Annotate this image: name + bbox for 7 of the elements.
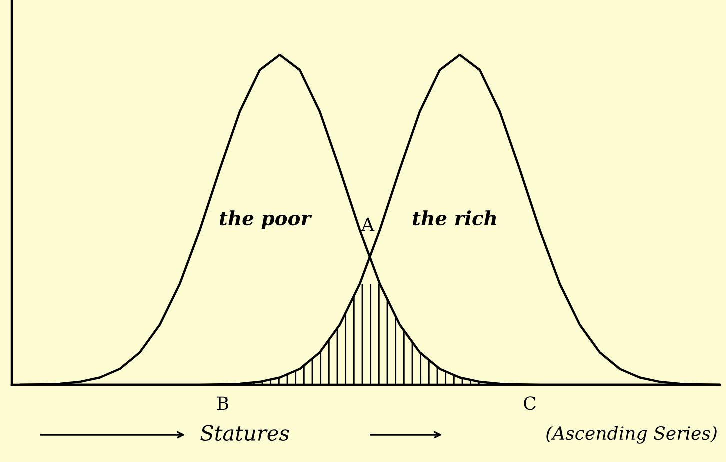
text: C — [524, 396, 536, 410]
series-label: the rich — [413, 210, 496, 226]
series-label: the poor — [220, 210, 312, 230]
text: B — [217, 396, 229, 410]
text: (Ascending Series) — [546, 426, 717, 444]
x-axis-title: Statures — [200, 425, 290, 442]
annotation: A — [361, 218, 375, 231]
